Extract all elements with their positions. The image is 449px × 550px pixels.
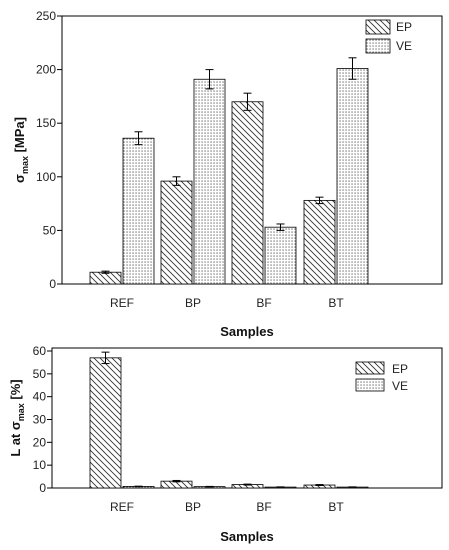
y-tick-label-bottom: 10 bbox=[33, 458, 47, 472]
error-bar-ve-bf-top bbox=[276, 223, 285, 231]
y-tick-label-top: 150 bbox=[36, 116, 56, 130]
x-category-label-top: BF bbox=[256, 296, 271, 310]
y-axis-title-bottom: L at σmax [%] bbox=[8, 379, 26, 456]
x-axis-title-top: Samples bbox=[220, 324, 273, 339]
legend-swatch-ve-top bbox=[365, 38, 391, 54]
legend-bottom: EP VE bbox=[355, 361, 408, 393]
chart-top: 0 50 100 150 200 250 REF BP BF BT Samples σmax [… bbox=[12, 9, 443, 339]
error-bar-ep-bf-top bbox=[243, 92, 252, 111]
x-category-label-bottom: BP bbox=[185, 500, 201, 514]
legend-swatch-ep-bottom bbox=[355, 361, 385, 375]
y-tick-label-top: 250 bbox=[36, 9, 56, 23]
legend-label-ep-top: EP bbox=[396, 20, 412, 34]
y-tick-label-top: 0 bbox=[49, 277, 56, 291]
bar-ve-bf-top bbox=[264, 226, 297, 285]
x-axis-title-bottom: Samples bbox=[220, 529, 273, 544]
x-category-label-top: BP bbox=[185, 296, 201, 310]
error-bar-ve-bt-top bbox=[348, 57, 357, 80]
error-bar-ep-bt-bottom bbox=[315, 484, 324, 486]
error-bar-ep-ref-top bbox=[101, 270, 110, 274]
legend-swatch-ve-bottom bbox=[355, 378, 385, 392]
x-category-label-top: REF bbox=[110, 296, 134, 310]
y-axis-title-top: σmax [MPa] bbox=[12, 117, 30, 183]
x-categories-top: REF BP BF BT bbox=[110, 296, 344, 310]
legend-label-ep-bottom: EP bbox=[392, 362, 408, 376]
error-bar-ep-ref-bottom bbox=[101, 351, 110, 365]
y-tick-label-top: 200 bbox=[36, 63, 56, 77]
chart-bottom: 0 10 20 30 40 50 60 REF BP BF BT Samples L at σma… bbox=[8, 344, 443, 544]
bar-ep-bp-top bbox=[160, 180, 193, 285]
y-tick-label-bottom: 20 bbox=[33, 435, 47, 449]
y-tick-label-top: 100 bbox=[36, 170, 56, 184]
bar-ve-bp-top bbox=[193, 78, 226, 285]
error-bar-ep-bf-bottom bbox=[243, 483, 252, 486]
bar-ve-ref-top bbox=[122, 137, 155, 285]
y-ticks-top: 0 50 100 150 200 250 bbox=[36, 9, 62, 291]
y-tick-label-bottom: 40 bbox=[33, 390, 47, 404]
y-tick-label-bottom: 50 bbox=[33, 367, 47, 381]
x-category-label-bottom: BF bbox=[256, 500, 271, 514]
bar-ve-bt-top bbox=[336, 68, 369, 285]
x-category-label-top: BT bbox=[328, 296, 344, 310]
x-category-label-bottom: BT bbox=[328, 500, 344, 514]
error-bar-ep-bt-top bbox=[315, 196, 324, 205]
bar-ep-ref-top bbox=[89, 271, 122, 285]
error-bar-ep-bp-top bbox=[172, 176, 181, 186]
bars-top bbox=[89, 57, 369, 285]
bar-ep-bf-top bbox=[231, 101, 264, 285]
error-bar-ve-ref-top bbox=[134, 131, 143, 146]
y-ticks-bottom: 0 10 20 30 40 50 60 bbox=[33, 344, 52, 495]
bar-ep-ref-bottom bbox=[89, 357, 122, 489]
x-category-label-bottom: REF bbox=[110, 500, 134, 514]
y-tick-label-bottom: 0 bbox=[39, 481, 46, 495]
y-tick-label-bottom: 60 bbox=[33, 344, 47, 358]
error-bar-ve-bp-top bbox=[205, 69, 214, 90]
bars-bottom bbox=[89, 351, 369, 489]
y-tick-label-top: 50 bbox=[43, 223, 57, 237]
bar-ep-bt-top bbox=[303, 199, 336, 285]
legend-swatch-ep-top bbox=[365, 19, 391, 35]
legend-label-ve-top: VE bbox=[396, 39, 412, 53]
legend-top: EP VE bbox=[365, 19, 412, 54]
x-categories-bottom: REF BP BF BT bbox=[110, 500, 344, 514]
error-bar-ep-bp-bottom bbox=[172, 479, 181, 483]
y-tick-label-bottom: 30 bbox=[33, 413, 47, 427]
legend-label-ve-bottom: VE bbox=[392, 379, 408, 393]
